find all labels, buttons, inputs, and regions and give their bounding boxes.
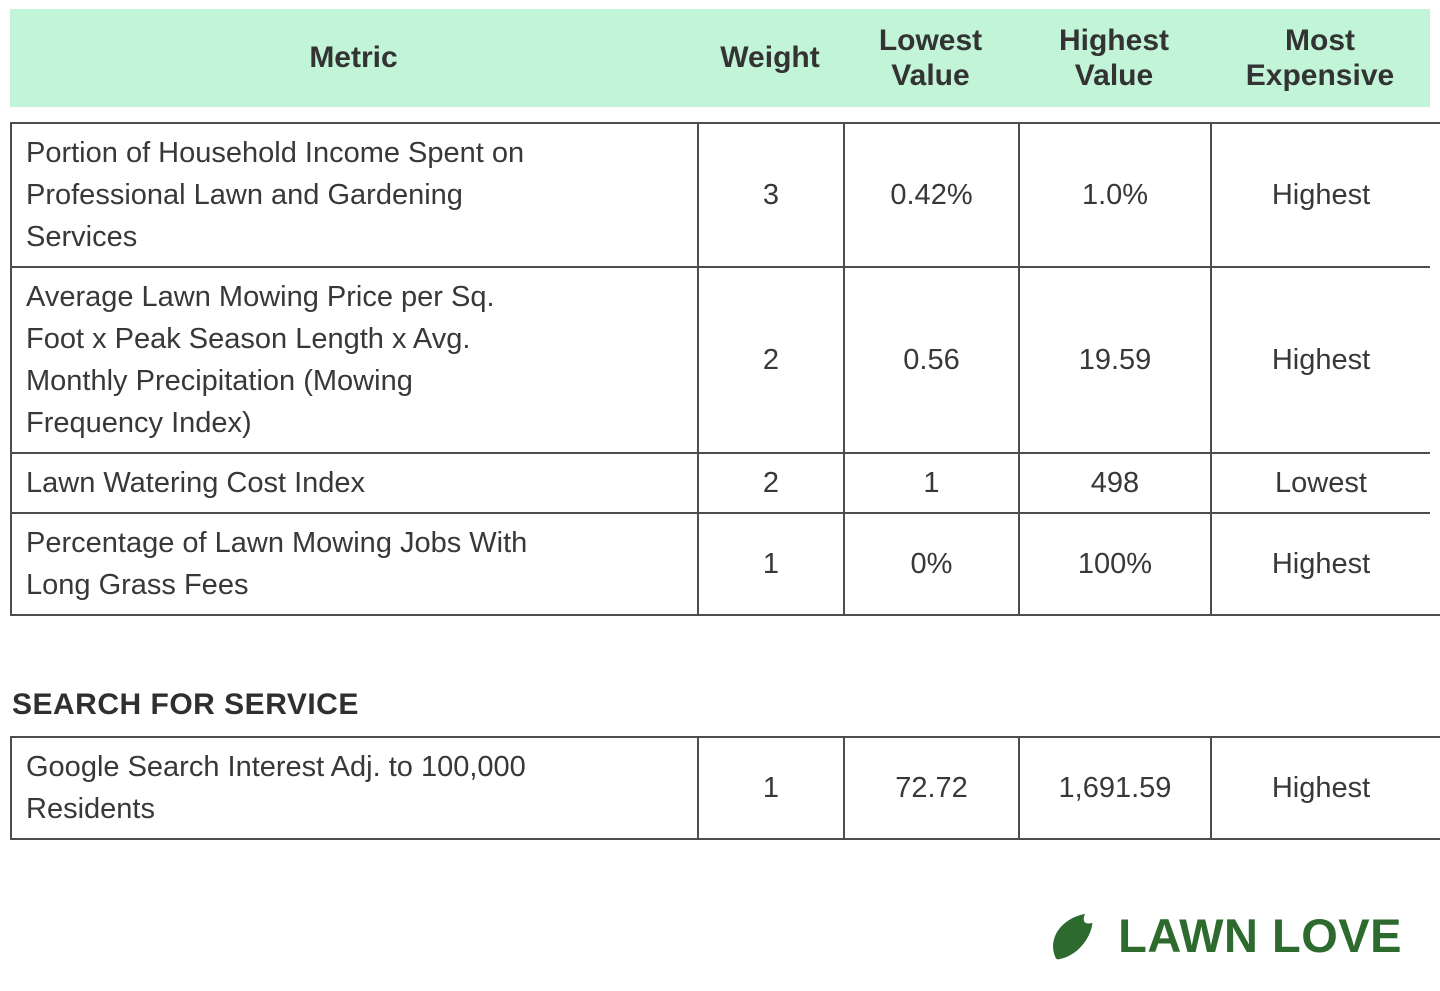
highest-value-cell: 19.59	[1018, 268, 1210, 452]
lawn-love-logo: LAWN LOVE	[1048, 908, 1402, 963]
table-row: Percentage of Lawn Mowing Jobs With Long…	[10, 512, 1430, 614]
column-header-most-expensive: Most Expensive	[1245, 23, 1395, 92]
section-title-search-for-service: SEARCH FOR SERVICE	[12, 688, 359, 721]
weight-cell: 1	[697, 514, 843, 614]
table-header-row: Metric Weight Lowest Value Highest Value…	[10, 9, 1430, 107]
highest-value-cell: 1.0%	[1018, 124, 1210, 266]
most-expensive-cell: Lowest	[1210, 454, 1430, 512]
column-header-metric: Metric	[309, 41, 398, 75]
table-row: Average Lawn Mowing Price per Sq. Foot x…	[10, 266, 1430, 452]
brand-wordmark: LAWN LOVE	[1118, 909, 1402, 962]
weight-cell: 2	[697, 454, 843, 512]
lowest-value-cell: 0.56	[843, 268, 1018, 452]
search-for-service-table: Google Search Interest Adj. to 100,000 R…	[10, 736, 1440, 840]
highest-value-cell: 498	[1018, 454, 1210, 512]
highest-value-cell: 100%	[1018, 514, 1210, 614]
most-expensive-cell: Highest	[1210, 738, 1430, 838]
column-header-lowest-value: Lowest Value	[878, 23, 983, 92]
column-header-weight: Weight	[720, 41, 820, 75]
metric-cell: Google Search Interest Adj. to 100,000 R…	[10, 738, 697, 838]
leaf-icon	[1053, 913, 1093, 959]
table-row: Lawn Watering Cost Index 2 1 498 Lowest	[10, 452, 1430, 512]
table-row: Portion of Household Income Spent on Pro…	[10, 124, 1430, 266]
most-expensive-cell: Highest	[1210, 124, 1430, 266]
metric-cell: Lawn Watering Cost Index	[10, 454, 697, 512]
weight-cell: 3	[697, 124, 843, 266]
most-expensive-cell: Highest	[1210, 268, 1430, 452]
metrics-table: Portion of Household Income Spent on Pro…	[10, 122, 1440, 616]
highest-value-cell: 1,691.59	[1018, 738, 1210, 838]
weight-cell: 2	[697, 268, 843, 452]
lowest-value-cell: 0%	[843, 514, 1018, 614]
column-header-highest-value: Highest Value	[1058, 23, 1169, 92]
metric-cell: Average Lawn Mowing Price per Sq. Foot x…	[10, 268, 697, 452]
lowest-value-cell: 72.72	[843, 738, 1018, 838]
metric-cell: Percentage of Lawn Mowing Jobs With Long…	[10, 514, 697, 614]
lowest-value-cell: 1	[843, 454, 1018, 512]
lowest-value-cell: 0.42%	[843, 124, 1018, 266]
weight-cell: 1	[697, 738, 843, 838]
most-expensive-cell: Highest	[1210, 514, 1430, 614]
metric-cell: Portion of Household Income Spent on Pro…	[10, 124, 697, 266]
table-row: Google Search Interest Adj. to 100,000 R…	[10, 738, 1430, 838]
